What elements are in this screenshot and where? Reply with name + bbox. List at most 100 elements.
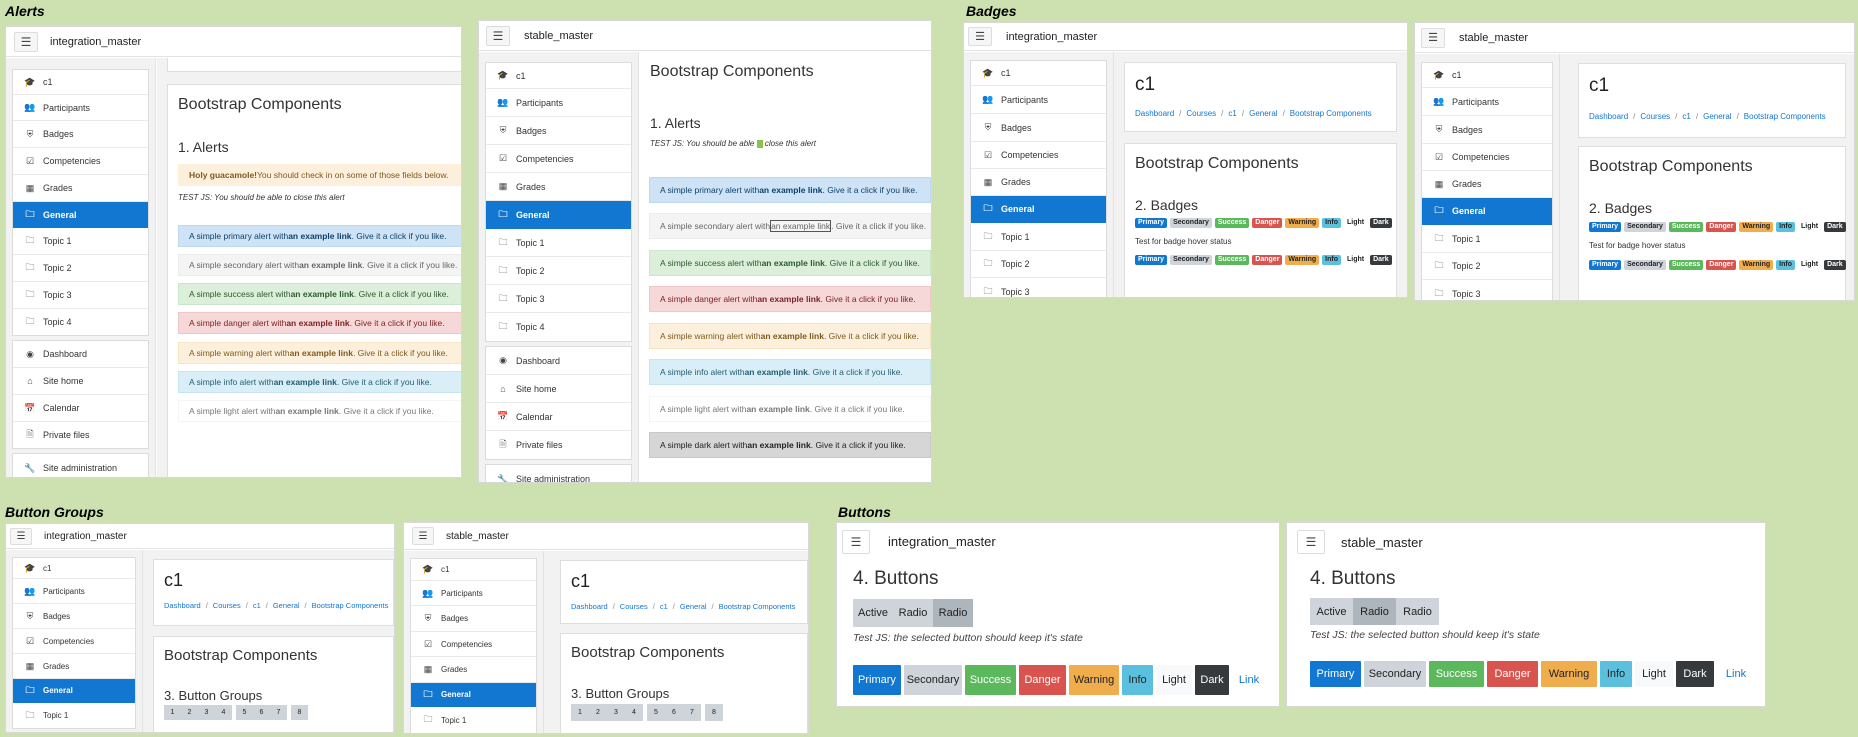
alert-link[interactable]: an example link	[273, 377, 337, 387]
nav-participants[interactable]: 👥 Participants	[486, 89, 631, 117]
nav-topic-3[interactable]: 🗀 Topic 3	[486, 285, 631, 313]
hamburger-icon[interactable]: ☰	[486, 25, 510, 46]
breadcrumb-dashboard[interactable]: Dashboard	[1589, 112, 1629, 121]
badge-link-warning[interactable]: Warning	[1739, 260, 1774, 270]
info-button[interactable]: Info	[1600, 661, 1632, 687]
badge-link-secondary[interactable]: Secondary	[1624, 260, 1666, 270]
group-button-3[interactable]: 3	[607, 704, 625, 721]
nav-grades[interactable]: ▦ Grades	[411, 657, 536, 683]
badge-link-dark[interactable]: Dark	[1824, 260, 1846, 270]
nav-general[interactable]: 🗀 General	[13, 202, 148, 228]
nav-topic-3[interactable]: 🗀 Topic 3	[1422, 280, 1552, 300]
alert-link[interactable]: an example link	[289, 348, 353, 358]
hamburger-icon[interactable]: ☰	[14, 31, 38, 52]
nav-participants[interactable]: 👥 Participants	[971, 86, 1106, 114]
group-button-1[interactable]: 1	[164, 705, 181, 720]
group-button-6[interactable]: 6	[665, 704, 683, 721]
badge-link-dark[interactable]: Dark	[1370, 255, 1392, 265]
toggle-radio-button[interactable]: Radio	[893, 599, 933, 627]
nav-topic-2[interactable]: 🗀 Topic 2	[13, 255, 148, 282]
group-button-8[interactable]: 8	[291, 705, 308, 720]
alert-link[interactable]: an example link	[299, 260, 363, 270]
badge-link-info[interactable]: Info	[1776, 260, 1795, 270]
nav-course[interactable]: 🎓 c1	[1422, 63, 1552, 88]
nav-topic-4[interactable]: 🗀 Topic 4	[13, 309, 148, 335]
nav-competencies[interactable]: ☑ Competencies	[13, 629, 135, 654]
breadcrumb-current[interactable]: Bootstrap Components	[718, 602, 796, 611]
nav-grades[interactable]: ▦ Grades	[13, 175, 148, 202]
hamburger-icon[interactable]: ☰	[1421, 27, 1445, 48]
breadcrumb-current[interactable]: Bootstrap Components	[1743, 112, 1826, 121]
warning-button[interactable]: Warning	[1069, 665, 1119, 695]
info-button[interactable]: Info	[1122, 665, 1153, 695]
alert-link[interactable]: an example link	[286, 318, 350, 328]
hamburger-icon[interactable]: ☰	[10, 527, 32, 545]
nav-competencies[interactable]: ☑ Competencies	[486, 145, 631, 173]
light-button[interactable]: Light	[1635, 661, 1673, 687]
nav-topic-2[interactable]: 🗀 Topic 2	[1422, 253, 1552, 280]
nav-course[interactable]: 🎓 c1	[411, 559, 536, 581]
nav-topic-3[interactable]: 🗀 Topic 3	[971, 278, 1106, 297]
nav-general[interactable]: 🗀 General	[13, 679, 135, 703]
group-button-2[interactable]: 2	[181, 705, 198, 720]
toggle-radio-button[interactable]: Radio	[1396, 598, 1439, 625]
breadcrumb-section[interactable]: General	[679, 602, 707, 611]
badge-link-danger[interactable]: Danger	[1706, 260, 1737, 270]
breadcrumb-current[interactable]: Bootstrap Components	[311, 601, 389, 610]
nav-calendar[interactable]: 📅 Calendar	[13, 395, 148, 422]
toggle-active-button[interactable]: Active	[1310, 598, 1353, 625]
nav-competencies[interactable]: ☑ Competencies	[411, 632, 536, 657]
group-button-5[interactable]: 5	[647, 704, 665, 721]
nav-site-home[interactable]: ⌂ Site home	[13, 368, 148, 395]
nav-participants[interactable]: 👥 Participants	[13, 579, 135, 604]
group-button-5[interactable]: 5	[236, 705, 253, 720]
alert-link[interactable]: an example link	[757, 294, 821, 304]
group-button-2[interactable]: 2	[589, 704, 607, 721]
badge-link-info[interactable]: Info	[1322, 255, 1341, 265]
nav-site-home[interactable]: ⌂ Site home	[486, 375, 631, 403]
nav-course[interactable]: 🎓 c1	[13, 558, 135, 579]
badge-link-primary[interactable]: Primary	[1589, 260, 1622, 270]
breadcrumb-course[interactable]: c1	[252, 601, 261, 610]
badge-link-warning[interactable]: Warning	[1285, 255, 1320, 265]
toggle-active-button[interactable]: Active	[853, 599, 893, 627]
hamburger-icon[interactable]: ☰	[968, 27, 992, 46]
nav-dashboard[interactable]: ◉ Dashboard	[486, 347, 631, 375]
nav-grades[interactable]: ▦ Grades	[1422, 171, 1552, 198]
nav-dashboard[interactable]: ◉ Dashboard	[13, 341, 148, 368]
nav-topic-2[interactable]: 🗀 Topic 2	[486, 257, 631, 285]
warning-button[interactable]: Warning	[1541, 661, 1597, 687]
nav-general[interactable]: 🗀 General	[1422, 198, 1552, 225]
badge-link-success[interactable]: Success	[1668, 260, 1704, 270]
link-button[interactable]: Link	[1725, 668, 1747, 680]
nav-topic-3[interactable]: 🗀 Topic 3	[13, 282, 148, 309]
dark-button[interactable]: Dark	[1676, 661, 1714, 687]
nav-badges[interactable]: ⛨ Badges	[971, 114, 1106, 142]
link-button[interactable]: Link	[1238, 674, 1260, 686]
breadcrumb-dashboard[interactable]: Dashboard	[571, 602, 608, 611]
group-button-7[interactable]: 7	[683, 704, 701, 721]
alert-link[interactable]: an example link	[288, 231, 352, 241]
danger-button[interactable]: Danger	[1487, 661, 1538, 687]
breadcrumb-courses[interactable]: Courses	[1640, 112, 1671, 121]
nav-badges[interactable]: ⛨ Badges	[1422, 116, 1552, 144]
primary-button[interactable]: Primary	[1310, 661, 1361, 687]
nav-topic-1[interactable]: 🗀 Topic 1	[13, 228, 148, 255]
alert-link[interactable]: an example link	[760, 331, 824, 341]
success-button[interactable]: Success	[965, 665, 1016, 695]
breadcrumb-current[interactable]: Bootstrap Components	[1289, 109, 1372, 118]
nav-competencies[interactable]: ☑ Competencies	[971, 142, 1106, 169]
breadcrumb-section[interactable]: General	[1249, 109, 1278, 118]
nav-topic-2[interactable]: 🗀 Topic 2	[971, 251, 1106, 278]
badge-link-danger[interactable]: Danger	[1252, 255, 1283, 265]
nav-grades[interactable]: ▦ Grades	[971, 169, 1106, 196]
badge-link-light[interactable]: Light	[1344, 255, 1368, 265]
breadcrumb-section[interactable]: General	[1703, 112, 1732, 121]
group-button-6[interactable]: 6	[253, 705, 270, 720]
alert-link[interactable]: an example link	[747, 440, 811, 450]
breadcrumb-courses[interactable]: Courses	[619, 602, 648, 611]
nav-badges[interactable]: ⛨ Badges	[13, 121, 148, 148]
breadcrumb-course[interactable]: c1	[1682, 112, 1691, 121]
nav-topic-1[interactable]: 🗀 Topic 1	[486, 229, 631, 257]
alert-link[interactable]: an example link	[770, 220, 832, 232]
